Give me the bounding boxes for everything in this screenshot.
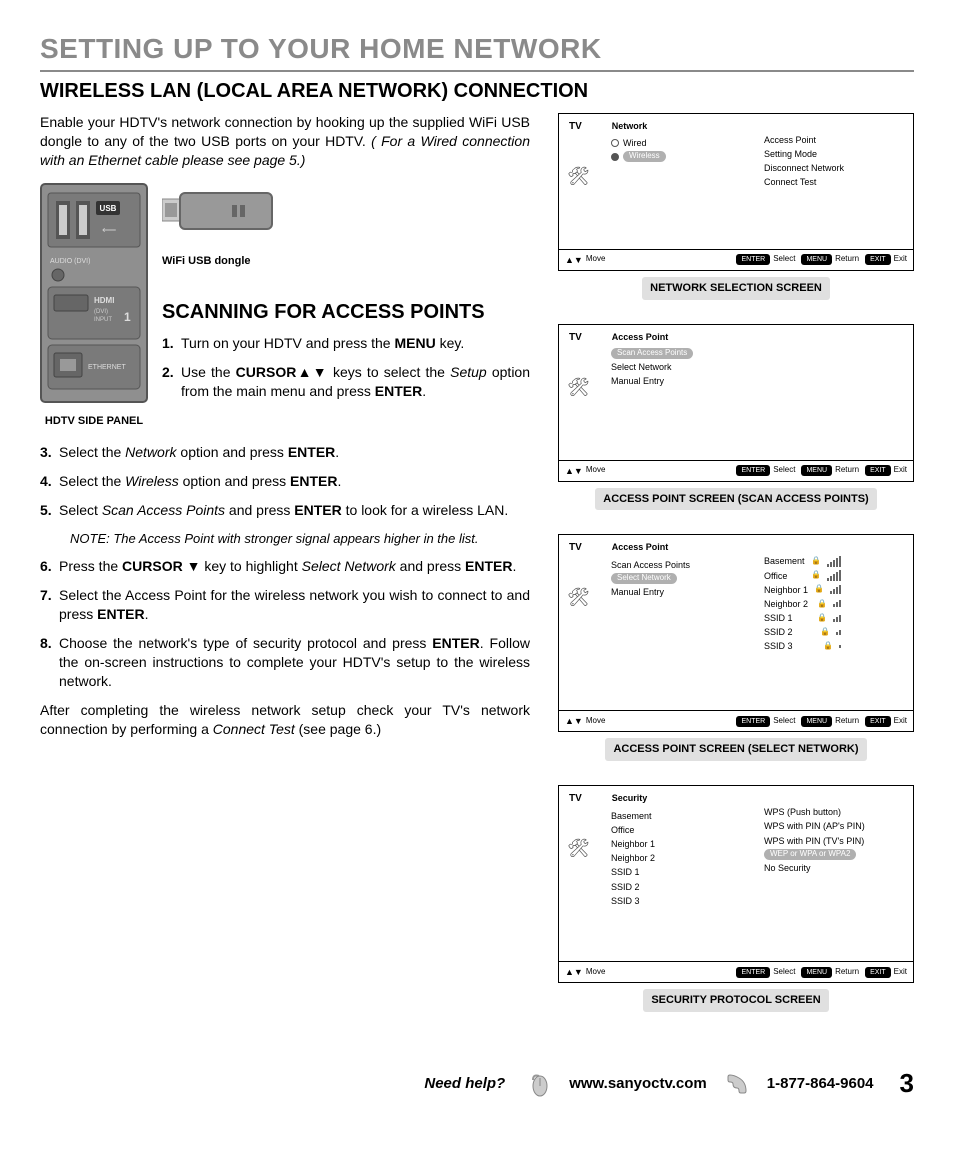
network-selection-screen: TVNetwork Wired Wireless Access Point Se… [558,113,914,300]
dongle-caption: WiFi USB dongle [162,254,530,269]
section-heading: SCANNING FOR ACCESS POINTS [162,299,530,326]
step-6: 6.Press the CURSOR ▼ key to highlight Se… [40,557,530,576]
step-2: 2.Use the CURSOR▲▼ keys to select the Se… [162,363,530,401]
after-steps: After completing the wireless network se… [40,701,530,739]
page-title: SETTING UP TO YOUR HOME NETWORK [40,30,914,72]
svg-text:ETHERNET: ETHERNET [88,364,126,371]
wifi-dongle-diagram [162,183,530,248]
settings-icon: 🛠 [567,585,590,609]
svg-text:USB: USB [100,204,117,213]
step-1: 1.Turn on your HDTV and press the MENU k… [162,334,530,353]
phone-icon [725,1072,749,1096]
panel-caption: HDTV SIDE PANEL [40,414,148,429]
note: NOTE: The Access Point with stronger sig… [70,530,530,548]
access-point-scan-screen: TVAccess Point Scan Access Points Select… [558,324,914,511]
security-protocol-screen: TVSecurity Basement Office Neighbor 1 Ne… [558,785,914,1012]
svg-text:INPUT: INPUT [94,317,112,323]
nav-bar: ▲▼Move ENTERSelect MENUReturn EXITExit [559,250,913,270]
help-url: www.sanyoctv.com [569,1074,707,1094]
page-subtitle: WIRELESS LAN (LOCAL AREA NETWORK) CONNEC… [40,78,914,105]
step-5: 5.Select Scan Access Points and press EN… [40,501,530,520]
svg-text:HDMI: HDMI [94,296,114,305]
svg-text:⟵: ⟵ [102,225,116,236]
intro-paragraph: Enable your HDTV's network connection by… [40,113,530,170]
step-8: 8.Choose the network's type of security … [40,634,530,691]
step-7: 7.Select the Access Point for the wirele… [40,586,530,624]
svg-text:(DVI): (DVI) [94,309,108,315]
settings-icon: 🛠 [567,375,590,399]
page-number: 3 [900,1066,914,1101]
need-help-label: Need help? [424,1074,505,1094]
svg-text:AUDIO (DVI): AUDIO (DVI) [50,258,90,265]
access-point-select-screen: TVAccess Point Scan Access Points Select… [558,534,914,761]
svg-text:1: 1 [124,310,131,324]
help-phone: 1-877-864-9604 [767,1074,874,1094]
step-4: 4.Select the Wireless option and press E… [40,472,530,491]
step-3: 3.Select the Network option and press EN… [40,443,530,462]
settings-icon: 🛠 [567,164,590,188]
footer: Need help? www.sanyoctv.com 1-877-864-96… [40,1066,914,1101]
mouse-icon [523,1070,551,1098]
settings-icon: 🛠 [567,836,590,860]
hdtv-side-panel-diagram: USB ⟵ AUDIO (DVI) HDMI (DVI) INPUT 1 [40,183,148,408]
